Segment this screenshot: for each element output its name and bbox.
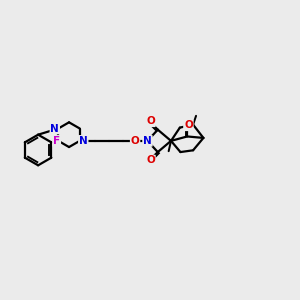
Text: N: N [79,136,88,146]
Text: O: O [146,155,155,166]
Text: O: O [131,136,140,146]
Text: F: F [53,136,60,146]
Text: N: N [50,124,59,134]
Text: N: N [143,136,152,146]
Text: O: O [184,120,193,130]
Text: O: O [146,116,155,126]
